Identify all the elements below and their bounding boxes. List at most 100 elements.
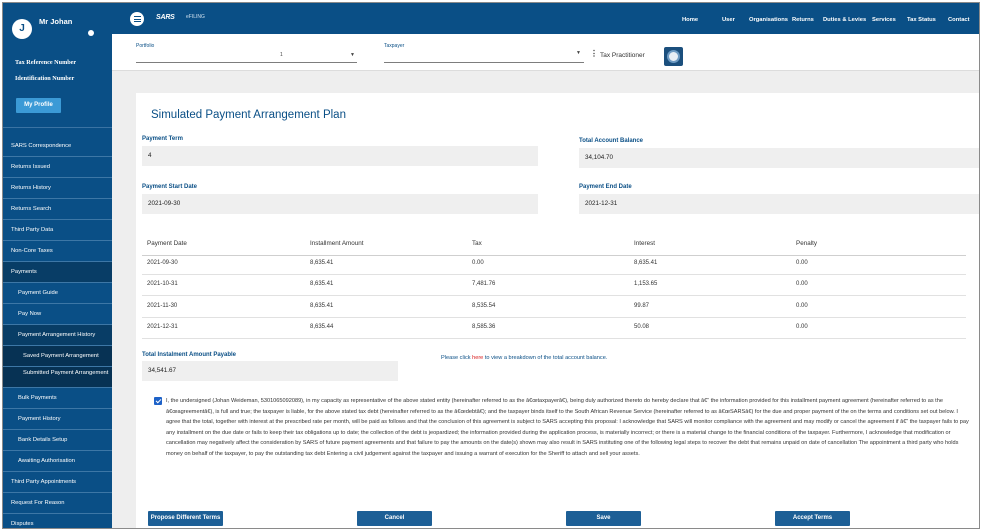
breakdown-link[interactable]: here: [472, 355, 484, 361]
portfolio-select[interactable]: [136, 62, 357, 63]
breakdown-note-prefix: Please click: [441, 355, 473, 361]
nav-contact[interactable]: Contact: [948, 17, 970, 23]
save-button[interactable]: Save: [566, 511, 641, 526]
sidebar-item-disputes[interactable]: Disputes: [3, 514, 112, 528]
cell-payment-date: 2021-11-30: [147, 303, 178, 309]
cell-penalty: 0.00: [796, 281, 808, 287]
sidebar-item-returns-history[interactable]: Returns History: [3, 178, 112, 199]
sidebar-item-saved-payment-arrangement[interactable]: Saved Payment Arrangement: [3, 346, 112, 367]
column-header-installment-amount: Installment Amount: [310, 240, 364, 247]
nav-duties-levies[interactable]: Duties & Levies: [823, 17, 867, 23]
tax-practitioner-label: Tax Practitioner: [600, 52, 645, 59]
payment-end-date-field: 2021-12-31: [579, 194, 979, 214]
nav-organisations[interactable]: Organisations: [749, 17, 788, 23]
sars-logo[interactable]: SARS: [156, 14, 175, 21]
column-header-interest: Interest: [634, 240, 655, 247]
my-profile-button[interactable]: My Profile: [16, 98, 61, 113]
cell-penalty: 0.00: [796, 324, 808, 330]
taxpayer-label: Taxpayer: [384, 43, 405, 49]
row-divider: [142, 338, 966, 339]
sidebar-menu: SARS Correspondence Returns Issued Retur…: [3, 136, 112, 528]
nav-returns[interactable]: Returns: [792, 17, 814, 23]
accept-terms-button[interactable]: Accept Terms: [775, 511, 850, 526]
sidebar-item-sars-correspondence[interactable]: SARS Correspondence: [3, 136, 112, 157]
cell-interest: 50.08: [634, 324, 650, 330]
sidebar-item-third-party-data[interactable]: Third Party Data: [3, 220, 112, 241]
tax-reference-label: Tax Reference Number: [15, 59, 77, 66]
sidebar-item-payment-history[interactable]: Payment History: [3, 409, 112, 430]
portfolio-value[interactable]: 1: [280, 52, 283, 58]
portfolio-selector-bar: Portfolio 1 ▼ Taxpayer ▼ ⋮ Tax Practitio…: [112, 34, 979, 71]
sidebar-item-non-core-taxes[interactable]: Non-Core Taxes: [3, 241, 112, 262]
column-header-penalty: Penalty: [796, 240, 818, 247]
chevron-down-icon[interactable]: ▼: [350, 52, 355, 58]
user-name: Mr Johan: [39, 17, 73, 26]
nav-user[interactable]: User: [722, 17, 735, 23]
sidebar-item-returns-issued[interactable]: Returns Issued: [3, 157, 112, 178]
cancel-button[interactable]: Cancel: [357, 511, 432, 526]
top-navigation-bar: SARS eFILING Home User Organisations Ret…: [112, 3, 979, 34]
page-title: Simulated Payment Arrangement Plan: [151, 109, 346, 121]
total-instalment-label: Total Instalment Amount Payable: [142, 352, 237, 358]
sidebar-item-request-for-reason[interactable]: Request For Reason: [3, 493, 112, 514]
column-header-payment-date: Payment Date: [147, 240, 187, 247]
cell-installment-amount: 8,635.41: [310, 260, 334, 266]
payment-term-label: Payment Term: [142, 136, 183, 142]
row-divider: [142, 317, 966, 318]
cell-payment-date: 2021-12-31: [147, 324, 178, 330]
nav-tax-status[interactable]: Tax Status: [907, 17, 936, 23]
sidebar-item-bank-details-setup[interactable]: Bank Details Setup: [3, 430, 112, 451]
cell-penalty: 0.00: [796, 303, 808, 309]
table-header-divider: [142, 255, 966, 256]
total-balance-field: 34,104.70: [579, 148, 979, 168]
breakdown-note-suffix: to view a breakdown of the total account…: [483, 355, 608, 361]
efiling-logo: eFILING: [186, 14, 205, 20]
cell-tax: 7,481.76: [472, 281, 496, 287]
sidebar-item-pay-now[interactable]: Pay Now: [3, 304, 112, 325]
practitioner-badge-icon[interactable]: [664, 47, 683, 66]
avatar[interactable]: J: [12, 19, 32, 39]
cell-installment-amount: 8,635.44: [310, 324, 334, 330]
profile-panel: J Mr Johan Tax Reference Number Identifi…: [3, 3, 112, 128]
sidebar: J Mr Johan Tax Reference Number Identifi…: [3, 3, 112, 528]
payment-term-field: 4: [142, 146, 538, 166]
more-options-icon[interactable]: ⋮: [590, 49, 598, 58]
chevron-down-icon[interactable]: ▼: [576, 50, 581, 56]
sidebar-item-payments[interactable]: Payments: [3, 262, 112, 283]
propose-different-terms-button[interactable]: Propose Different Terms: [148, 511, 223, 526]
sidebar-item-awaiting-authorisation[interactable]: Awaiting Authorisation: [3, 451, 112, 472]
total-balance-label: Total Account Balance: [579, 138, 644, 144]
cell-tax: 0.00: [472, 260, 484, 266]
hamburger-menu-icon[interactable]: [130, 12, 144, 26]
nav-services[interactable]: Services: [872, 17, 896, 23]
cell-interest: 99.87: [634, 303, 650, 309]
identification-label: Identification Number: [15, 75, 75, 82]
cell-penalty: 0.00: [796, 260, 808, 266]
row-divider: [142, 295, 966, 296]
nav-home[interactable]: Home: [682, 17, 699, 23]
payment-start-date-label: Payment Start Date: [142, 184, 198, 190]
payment-end-date-label: Payment End Date: [579, 184, 632, 190]
sidebar-item-returns-search[interactable]: Returns Search: [3, 199, 112, 220]
cell-payment-date: 2021-09-30: [147, 260, 178, 266]
total-instalment-field: 34,541.67: [142, 361, 398, 381]
cell-tax: 8,535.54: [472, 303, 496, 309]
declaration-checkbox[interactable]: [154, 397, 162, 405]
column-header-tax: Tax: [472, 240, 482, 247]
declaration-text: I, the undersigned (Johan Weideman, 5301…: [166, 398, 969, 457]
cell-interest: 1,153.65: [634, 281, 658, 287]
cell-tax: 8,585.36: [472, 324, 496, 330]
taxpayer-select[interactable]: [384, 62, 584, 63]
sidebar-item-submitted-payment-arrangement[interactable]: Submitted Payment Arrangement: [3, 367, 112, 388]
cell-interest: 8,635.41: [634, 260, 658, 266]
sidebar-item-bulk-payments[interactable]: Bulk Payments: [3, 388, 112, 409]
status-dot-icon: [88, 30, 94, 36]
sidebar-item-payment-arrangement-history[interactable]: Payment Arrangement History: [3, 325, 112, 346]
sidebar-item-payment-guide[interactable]: Payment Guide: [3, 283, 112, 304]
row-divider: [142, 274, 966, 275]
main-content: Simulated Payment Arrangement Plan Payme…: [112, 71, 979, 528]
sidebar-item-third-party-appointments[interactable]: Third Party Appointments: [3, 472, 112, 493]
portfolio-label: Portfolio: [136, 43, 155, 49]
breakdown-note: Please click here to view a breakdown of…: [441, 355, 607, 361]
cell-installment-amount: 8,635.41: [310, 281, 334, 287]
